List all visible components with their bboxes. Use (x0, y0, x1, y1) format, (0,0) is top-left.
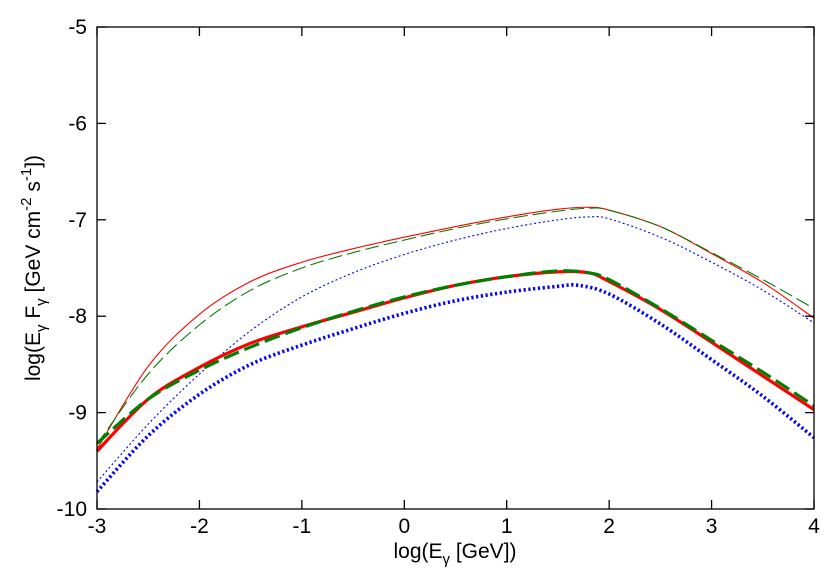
x-tick-label: -2 (190, 515, 209, 538)
series-layer (95, 206, 816, 493)
x-axis-title: log(Eγ [GeV]) (393, 540, 516, 568)
y-axis-title-p3: [GeV cm (22, 211, 45, 299)
series-line-5 (95, 269, 815, 445)
series-line-3 (96, 215, 815, 483)
series-line-4 (95, 269, 815, 453)
y-axis-title-p1: log(E (22, 332, 45, 381)
y-tick-label: -7 (68, 209, 87, 232)
x-tick-label: 0 (398, 515, 410, 538)
y-axis-title-s1: γ (33, 324, 50, 332)
series-line-2 (96, 207, 815, 445)
plot-frame (96, 26, 815, 510)
y-axis-title-p4: s (22, 181, 45, 197)
x-axis-title-post: [GeV]) (450, 540, 517, 563)
x-tick-label: 2 (603, 515, 615, 538)
y-axis-title-p2: F (22, 306, 45, 325)
y-tick-label: -6 (68, 112, 87, 135)
y-tick-label: -9 (68, 402, 87, 425)
ticks-layer: -3 -2 -1 0 1 2 3 4-10-9-8-7-6-5 (57, 16, 821, 538)
y-axis-title-e2: -1 (18, 168, 35, 181)
y-axis-title: log(Eγ Fγ [GeV cm-2 s-1]) (18, 155, 50, 381)
series-line-1 (96, 206, 815, 450)
y-axis-title-p5: ]) (22, 155, 45, 168)
y-axis-title-s2: γ (33, 298, 50, 306)
y-axis-title-e1: -2 (18, 197, 35, 210)
x-tick-label: 4 (808, 515, 820, 538)
y-tick-label: -8 (68, 305, 87, 328)
x-tick-label: 3 (706, 515, 718, 538)
y-tick-label: -5 (68, 16, 87, 39)
x-tick-label: -1 (293, 515, 312, 538)
y-tick-label: -10 (57, 498, 87, 521)
series-line-6 (95, 282, 816, 493)
x-tick-label: -3 (88, 515, 107, 538)
x-tick-label: 1 (501, 515, 513, 538)
x-axis-title-sub: γ (443, 551, 451, 568)
x-axis-title-pre: log(E (393, 540, 442, 563)
